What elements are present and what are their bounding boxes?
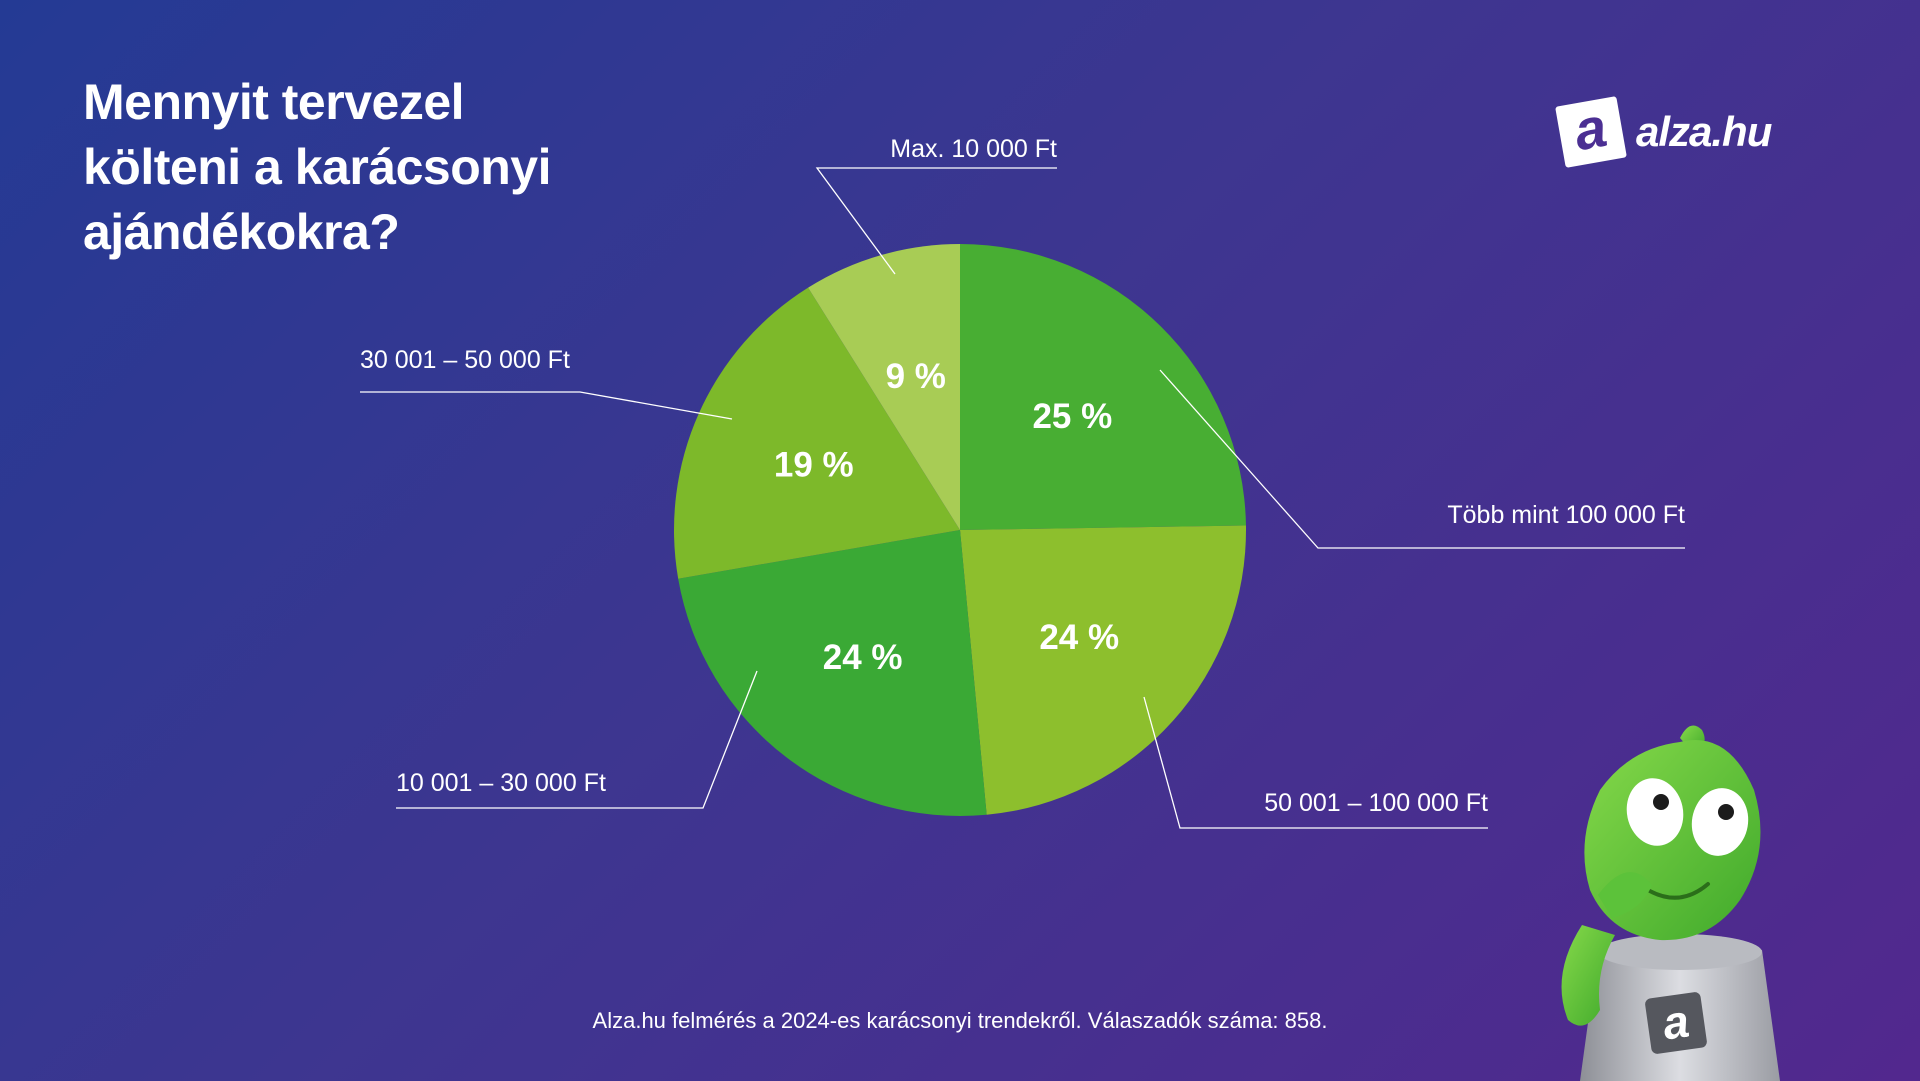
slice-value-label-3: 24 % [823, 638, 903, 677]
slice-value-label-4: 19 % [774, 446, 854, 485]
slice-value-label-5: 9 % [886, 357, 946, 396]
slice-category-label-4: 30 001 – 50 000 Ft [360, 346, 570, 374]
leader-line-2 [1143, 696, 1488, 829]
alza-logo-text: alza.hu [1636, 108, 1772, 155]
slice-category-label-5: Max. 10 000 Ft [890, 135, 1057, 163]
pie-slice-5 [808, 244, 960, 530]
chart-title: Mennyit tervezel költeni a karácsonyi aj… [83, 70, 643, 265]
alza-logo: a alza.hu [1555, 92, 1772, 172]
slice-category-label-3: 10 001 – 30 000 Ft [396, 769, 606, 797]
pie-slices [674, 244, 1246, 816]
alien-mascot-illustration: a [1561, 725, 1780, 1081]
survey-footnote: Alza.hu felmérés a 2024-es karácsonyi tr… [592, 1008, 1328, 1033]
pie-slice-1 [960, 244, 1246, 530]
leader-line-4 [360, 391, 733, 420]
value-labels: 25 % 24 % 24 % 19 % 9 % [774, 357, 1119, 677]
slice-category-label-2: 50 001 – 100 000 Ft [1264, 789, 1488, 817]
slice-value-label-1: 25 % [1032, 397, 1112, 436]
chart-title-line-3: ajándékokra? [83, 204, 400, 260]
pie-slice-4 [674, 287, 960, 579]
leader-lines [360, 167, 1685, 829]
slice-category-label-1: Több mint 100 000 Ft [1447, 501, 1685, 529]
chart-title-line-1: Mennyit tervezel [83, 74, 465, 130]
leader-line-1 [1159, 369, 1685, 549]
chart-title-line-2: költeni a karácsonyi [83, 139, 552, 195]
category-labels: Több mint 100 000 Ft 50 001 – 100 000 Ft 1… [360, 135, 1685, 817]
pie-slice-2 [960, 525, 1246, 815]
pie-slice-3 [678, 530, 987, 816]
leader-line-5 [815, 167, 1057, 275]
leader-line-3 [396, 670, 758, 809]
slice-value-label-2: 24 % [1039, 618, 1119, 657]
